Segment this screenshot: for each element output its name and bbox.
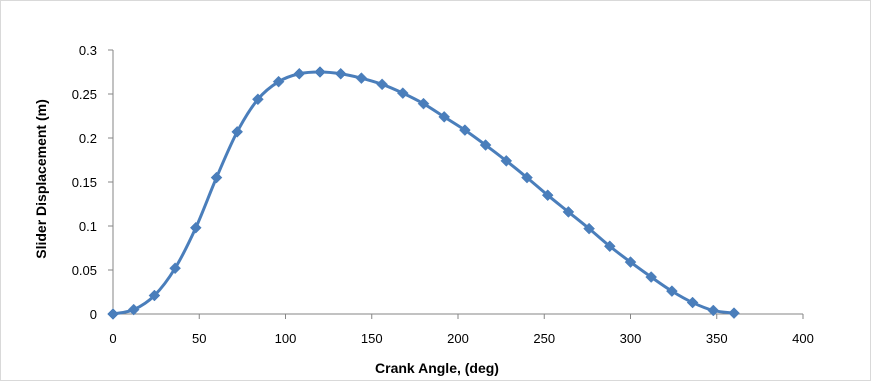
data-point-marker: [314, 66, 326, 78]
y-tick-label: 0: [90, 307, 97, 322]
data-point-marker: [189, 221, 202, 234]
data-point-marker: [169, 262, 181, 275]
data-point-marker: [500, 155, 513, 167]
data-point-marker: [686, 296, 699, 309]
data-point-marker: [148, 289, 161, 302]
x-tick-label: 0: [109, 331, 116, 346]
x-tick-label: 100: [275, 331, 297, 346]
data-point-marker: [231, 125, 244, 138]
y-tick-label: 0.1: [79, 219, 97, 234]
data-point-marker: [252, 93, 264, 106]
data-point-marker: [127, 303, 140, 316]
x-tick-label: 400: [792, 331, 814, 346]
data-point-marker: [707, 304, 720, 317]
data-point-marker: [521, 171, 533, 184]
y-tick-label: 0.2: [79, 131, 97, 146]
data-point-marker: [666, 285, 678, 297]
data-point-marker: [645, 271, 658, 283]
data-point-marker: [541, 189, 554, 202]
data-point-marker: [438, 111, 451, 123]
data-point-marker: [107, 308, 119, 320]
y-tick-label: 0.15: [72, 175, 97, 190]
data-point-marker: [417, 97, 430, 110]
data-point-marker: [459, 124, 471, 136]
series-layer: [107, 66, 740, 320]
x-tick-label: 200: [447, 331, 469, 346]
y-tick-label: 0.05: [72, 263, 97, 278]
data-point-marker: [583, 222, 595, 235]
data-point-marker: [334, 67, 347, 80]
data-point-marker: [479, 139, 492, 151]
data-point-marker: [624, 256, 637, 268]
x-tick-label: 350: [706, 331, 728, 346]
data-point-marker: [376, 78, 388, 91]
data-point-marker: [293, 67, 306, 80]
data-point-marker: [272, 75, 285, 88]
y-axis-title: Slider Displacement (m): [33, 99, 49, 259]
y-axis-ticks: 0 0.05 0.1 0.15 0.2 0.25 0.3: [72, 43, 113, 322]
x-tick-label: 300: [620, 331, 642, 346]
data-point-marker: [210, 171, 223, 184]
y-tick-label: 0.25: [72, 87, 97, 102]
data-point-marker: [728, 307, 740, 319]
data-point-marker: [355, 72, 368, 85]
x-tick-label: 250: [533, 331, 555, 346]
y-tick-label: 0.3: [79, 43, 97, 58]
data-point-marker: [562, 206, 575, 218]
data-point-marker: [603, 240, 616, 253]
x-axis-ticks: 0 50 100 150 200 250 300 350 400: [109, 314, 814, 346]
x-tick-label: 50: [192, 331, 206, 346]
x-tick-label: 150: [361, 331, 383, 346]
data-point-marker: [396, 87, 409, 99]
x-axis-title: Crank Angle, (deg): [375, 360, 499, 376]
